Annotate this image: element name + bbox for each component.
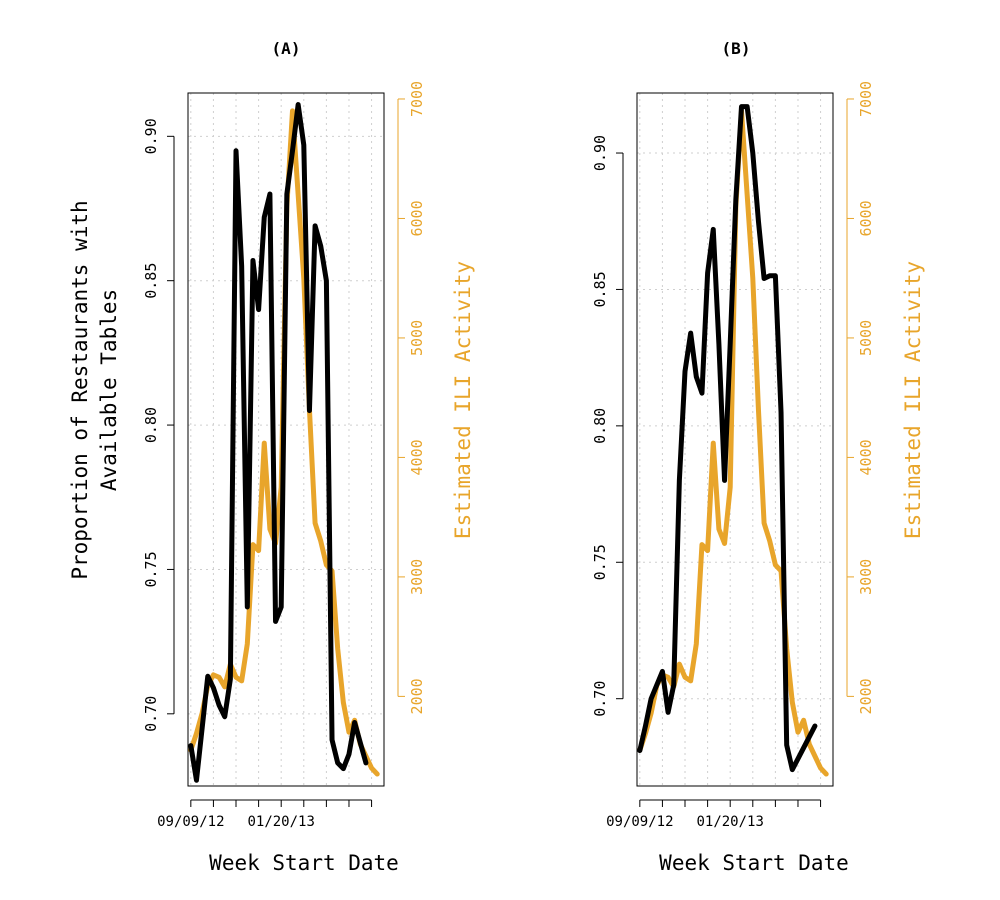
y-tick-label: 0.80 [591,408,609,444]
y2-tick-label: 2000 [857,678,875,714]
y-tick-label: 0.80 [142,407,160,443]
panel-a-y2-axis-label: Estimated ILI Activity [451,261,475,539]
panel-a-title: (A) [272,39,301,58]
y2-tick-label: 2000 [408,678,426,714]
panel-a: (A) 09/09/12 01/20/13 0.70 0.75 0.80 0.85 0.9… [68,39,475,875]
x-tick-label: 09/09/12 [157,814,224,830]
panel-a-x-axis-label: Week Start Date [209,851,399,875]
y-tick-label: 0.75 [142,551,160,587]
restaurant-proportion-line [637,104,818,773]
y2-tick-label: 5000 [857,320,875,356]
panel-b-title: (B) [722,39,751,58]
y2-tick-label: 4000 [857,439,875,475]
y2-tick-label: 4000 [408,439,426,475]
panel-b-frame [636,92,834,787]
y2-tick-label: 7000 [408,81,426,117]
y2-tick-label: 6000 [857,200,875,236]
panel-b: (B) 09/09/12 01/20/13 0.70 0.75 0.80 0.85 0.9… [591,39,925,875]
y-tick-label: 0.85 [142,263,160,299]
y2-tick-label: 3000 [408,559,426,595]
panel-b-x-axis-label: Week Start Date [659,851,849,875]
x-tick-label: 01/20/13 [247,814,314,830]
x-tick-label: 09/09/12 [606,814,673,830]
y-tick-label: 0.75 [591,544,609,580]
y-tick-label: 0.85 [591,271,609,307]
y-tick-label: 0.70 [142,696,160,732]
panel-b-y2-axis-label: Estimated ILI Activity [901,261,925,539]
panel-a-y-axis-label-line2: Available Tables [97,289,121,491]
y-tick-label: 0.90 [142,118,160,154]
y2-tick-label: 3000 [857,559,875,595]
x-tick-label: 01/20/13 [696,814,763,830]
y-tick-label: 0.90 [591,135,609,171]
y2-tick-label: 6000 [408,200,426,236]
y2-tick-label: 7000 [857,81,875,117]
panel-a-frame [187,92,385,787]
y2-tick-label: 5000 [408,320,426,356]
panel-a-y-axis-label-line1: Proportion of Restaurants with [68,200,92,579]
y-tick-label: 0.70 [591,681,609,717]
restaurant-proportion-line [188,102,369,783]
ili-activity-line [637,108,829,777]
